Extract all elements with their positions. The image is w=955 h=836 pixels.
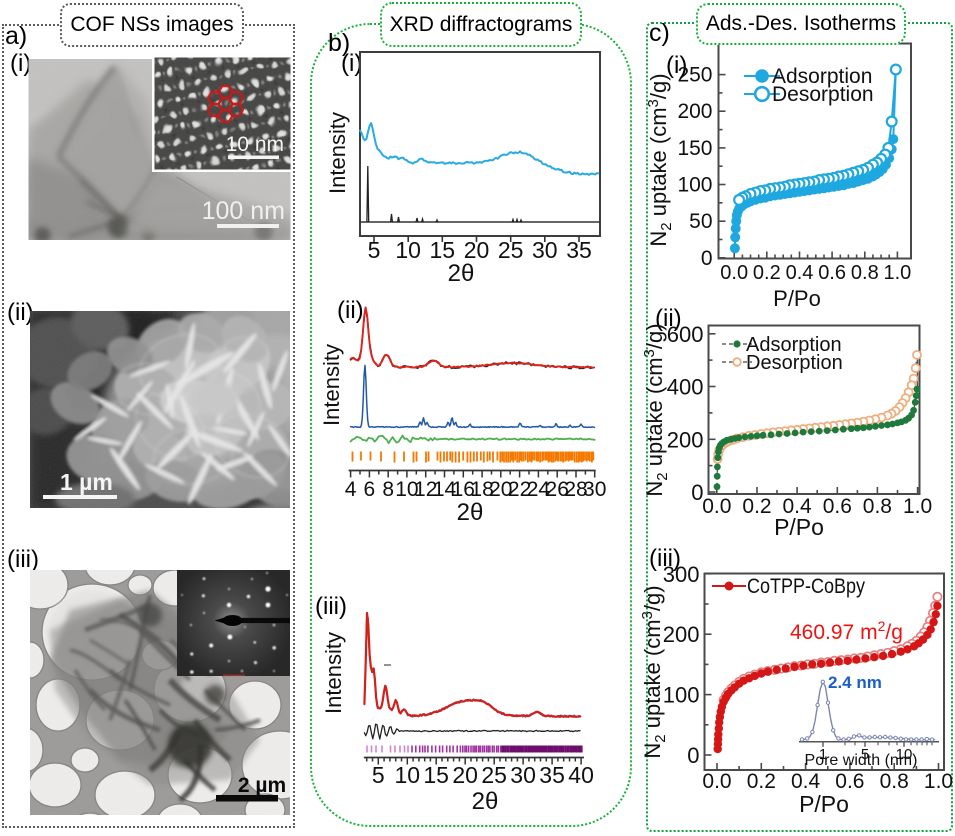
svg-text:2θ: 2θ xyxy=(448,260,475,287)
svg-text:4: 4 xyxy=(345,478,357,501)
svg-text:2.4 nm: 2.4 nm xyxy=(828,673,882,692)
svg-text:22: 22 xyxy=(508,478,531,501)
svg-text:N2 uptake (cm3/g): N2 uptake (cm3/g) xyxy=(641,323,671,496)
svg-text:15: 15 xyxy=(423,762,449,788)
svg-text:0.6: 0.6 xyxy=(818,262,846,284)
svg-text:100: 100 xyxy=(663,683,700,708)
svg-text:0.8: 0.8 xyxy=(863,495,892,518)
svg-text:200: 200 xyxy=(667,427,704,452)
svg-text:0.0: 0.0 xyxy=(720,262,748,284)
svg-text:200: 200 xyxy=(663,622,700,647)
svg-text:0.0: 0.0 xyxy=(702,495,731,518)
svg-text:0.2: 0.2 xyxy=(742,495,771,518)
svg-text:P/Po: P/Po xyxy=(799,791,849,817)
svg-text:1: 1 xyxy=(819,746,827,763)
svg-text:10: 10 xyxy=(395,237,421,263)
svg-text:30: 30 xyxy=(532,237,558,263)
svg-text:1.0: 1.0 xyxy=(883,262,911,284)
svg-text:35: 35 xyxy=(539,762,565,788)
svg-text:100: 100 xyxy=(677,174,712,197)
svg-text:0.6: 0.6 xyxy=(835,770,864,793)
svg-text:460.97 m2/g: 460.97 m2/g xyxy=(790,618,903,644)
svg-text:0.8: 0.8 xyxy=(880,770,909,793)
svg-text:25: 25 xyxy=(481,762,507,788)
svg-text:50: 50 xyxy=(689,210,712,233)
svg-text:8: 8 xyxy=(382,478,394,501)
svg-text:1 µm: 1 µm xyxy=(60,469,113,495)
svg-text:N2 uptake (cm3/g): N2 uptake (cm3/g) xyxy=(639,585,669,758)
svg-text:250: 250 xyxy=(677,64,712,87)
svg-text:40: 40 xyxy=(568,762,594,788)
svg-text:Adsorption: Adsorption xyxy=(772,65,872,88)
svg-text:0.4: 0.4 xyxy=(791,770,821,793)
svg-text:18: 18 xyxy=(470,478,493,501)
svg-text:28: 28 xyxy=(564,478,587,501)
svg-text:20: 20 xyxy=(489,478,512,501)
svg-text:0.0: 0.0 xyxy=(702,770,731,793)
svg-text:35: 35 xyxy=(566,237,592,263)
svg-text:5: 5 xyxy=(368,237,381,263)
svg-text:10 nm: 10 nm xyxy=(226,133,284,156)
svg-text:0.6: 0.6 xyxy=(823,495,852,518)
svg-text:14: 14 xyxy=(433,478,457,501)
svg-text:5: 5 xyxy=(372,762,385,788)
svg-text:2θ: 2θ xyxy=(472,788,499,815)
svg-text:Intensity: Intensity xyxy=(319,344,344,426)
svg-text:Pore width (nm): Pore width (nm) xyxy=(805,752,918,769)
svg-text:0.4: 0.4 xyxy=(782,495,812,518)
svg-text:P/Po: P/Po xyxy=(774,514,824,540)
svg-text:1.0: 1.0 xyxy=(903,495,932,518)
svg-text:400: 400 xyxy=(667,375,704,400)
svg-text:100 nm: 100 nm xyxy=(202,197,285,225)
svg-text:2θ: 2θ xyxy=(457,499,484,526)
svg-text:12: 12 xyxy=(414,478,437,501)
svg-text:0.2: 0.2 xyxy=(753,262,781,284)
svg-text:10: 10 xyxy=(395,478,418,501)
svg-text:0: 0 xyxy=(701,247,713,270)
svg-text:6: 6 xyxy=(364,478,376,501)
svg-text:30: 30 xyxy=(583,478,606,501)
svg-text:P/Po: P/Po xyxy=(773,286,821,311)
svg-text:0.4: 0.4 xyxy=(786,262,814,284)
svg-text:20: 20 xyxy=(452,762,478,788)
svg-text:0: 0 xyxy=(687,743,699,768)
svg-text:25: 25 xyxy=(498,237,524,263)
svg-text:10: 10 xyxy=(896,746,913,763)
svg-text:300: 300 xyxy=(663,562,700,587)
svg-text:Intensity: Intensity xyxy=(325,112,350,194)
svg-text:26: 26 xyxy=(546,478,569,501)
svg-text:600: 600 xyxy=(667,322,704,347)
svg-text:150: 150 xyxy=(677,137,712,160)
svg-text:Desorption: Desorption xyxy=(772,83,874,106)
svg-text:10: 10 xyxy=(395,762,421,788)
svg-text:N2 uptake (cm3/g): N2 uptake (cm3/g) xyxy=(645,73,675,246)
svg-text:0: 0 xyxy=(691,480,703,505)
svg-text:0.2: 0.2 xyxy=(747,770,776,793)
svg-text:30: 30 xyxy=(510,762,536,788)
svg-text:0.8: 0.8 xyxy=(851,262,879,284)
svg-text:Desorption: Desorption xyxy=(746,352,843,374)
svg-text:16: 16 xyxy=(452,478,475,501)
svg-text:200: 200 xyxy=(677,100,712,123)
svg-text:24: 24 xyxy=(527,478,551,501)
svg-text:1.0: 1.0 xyxy=(924,770,953,793)
svg-text:20: 20 xyxy=(464,237,490,263)
svg-text:CoTPP-CoBpy: CoTPP-CoBpy xyxy=(747,575,865,598)
svg-text:2 µm: 2 µm xyxy=(238,774,286,797)
svg-text:Adsorption: Adsorption xyxy=(746,334,842,356)
svg-text:5: 5 xyxy=(861,746,869,763)
svg-text:Intensity: Intensity xyxy=(321,632,346,714)
svg-text:15: 15 xyxy=(430,237,456,263)
